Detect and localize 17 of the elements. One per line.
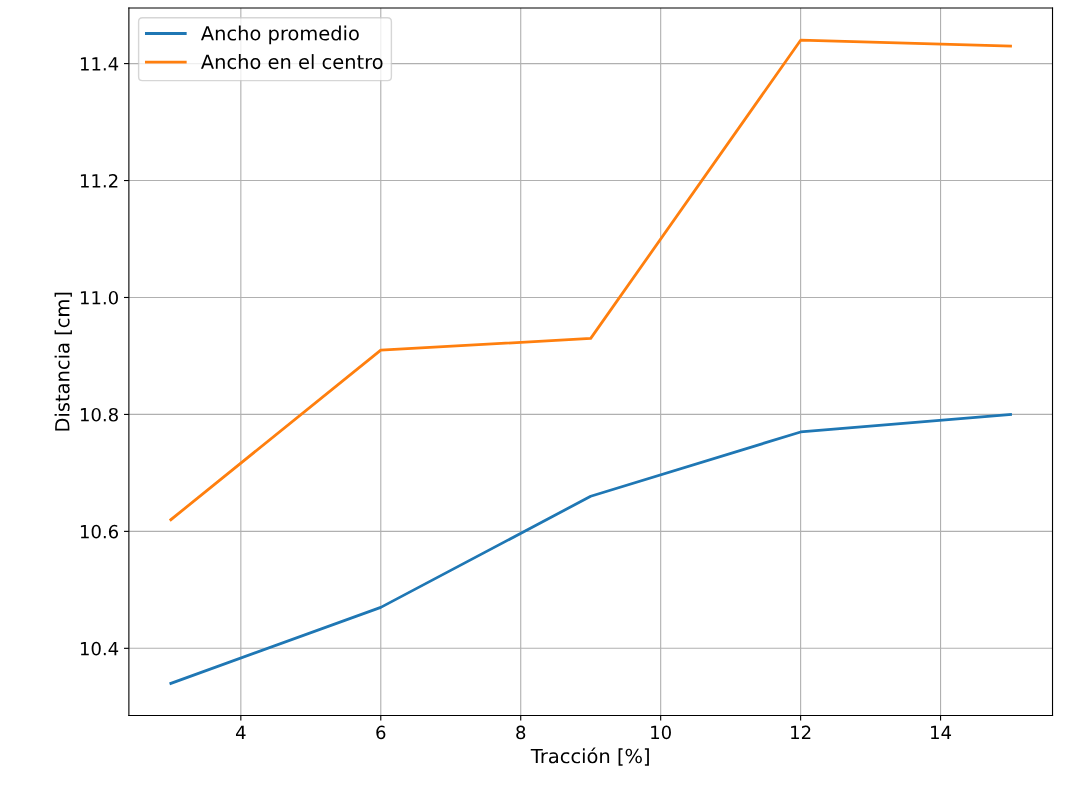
x-axis-title: Tracción [%] — [530, 747, 649, 766]
y-tick-label: 11.4 — [80, 57, 119, 71]
legend-label: Ancho en el centro — [200, 54, 383, 70]
x-tick-label: 8 — [516, 725, 526, 740]
y-tick-label: 10.8 — [80, 407, 118, 422]
legend-label: Ancho promedio — [200, 25, 359, 45]
x-tick-label: 10 — [651, 725, 671, 740]
x-tick-label: 14 — [931, 725, 952, 739]
line-series — [169, 413, 1012, 685]
x-tick-label: 4 — [235, 725, 246, 739]
x-tick-label: 6 — [376, 725, 386, 740]
y-tick-label: 10.6 — [80, 524, 119, 539]
y-tick-label: 11.2 — [80, 173, 118, 188]
x-tick-label: 12 — [791, 725, 811, 739]
y-tick-label: 11.0 — [80, 290, 118, 305]
y-axis-title: Distancia [cm] — [54, 292, 72, 431]
y-tick-label: 10.4 — [80, 641, 119, 656]
